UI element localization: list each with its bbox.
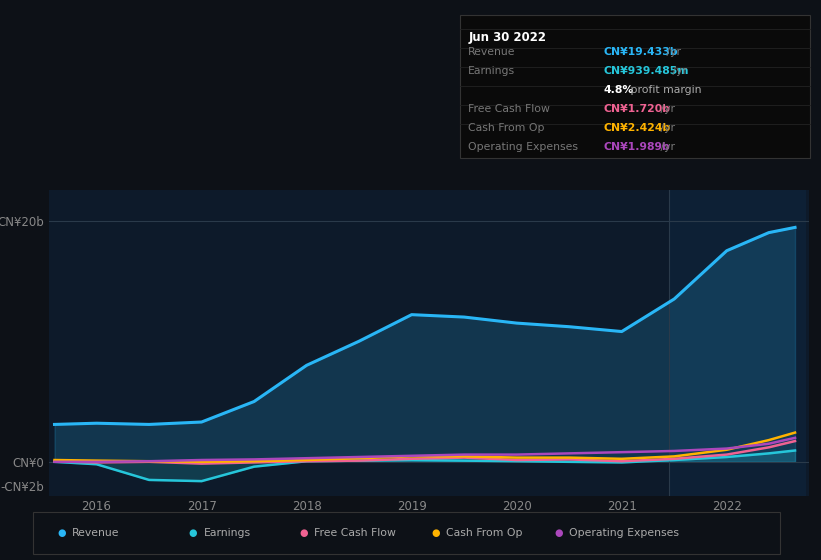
Text: ●: ● (300, 528, 308, 538)
Text: Revenue: Revenue (72, 528, 120, 538)
Text: CN¥939.485m: CN¥939.485m (603, 66, 689, 76)
Text: /yr: /yr (657, 104, 675, 114)
Text: CN¥2.424b: CN¥2.424b (603, 123, 671, 133)
Text: ●: ● (57, 528, 66, 538)
Text: ●: ● (554, 528, 562, 538)
Text: /yr: /yr (657, 142, 675, 152)
Text: Operating Expenses: Operating Expenses (468, 142, 578, 152)
Text: 4.8%: 4.8% (603, 85, 634, 95)
Text: profit margin: profit margin (627, 85, 702, 95)
Text: ●: ● (431, 528, 439, 538)
Bar (669, 190, 805, 496)
Text: Earnings: Earnings (204, 528, 250, 538)
Text: Free Cash Flow: Free Cash Flow (314, 528, 397, 538)
Text: /yr: /yr (663, 47, 681, 57)
Text: CN¥19.433b: CN¥19.433b (603, 47, 678, 57)
Text: CN¥1.720b: CN¥1.720b (603, 104, 671, 114)
Text: Cash From Op: Cash From Op (468, 123, 544, 133)
Text: Free Cash Flow: Free Cash Flow (468, 104, 550, 114)
Text: Revenue: Revenue (468, 47, 516, 57)
Text: Jun 30 2022: Jun 30 2022 (468, 31, 546, 44)
Text: /yr: /yr (657, 123, 675, 133)
Text: CN¥1.989b: CN¥1.989b (603, 142, 671, 152)
Text: ●: ● (189, 528, 197, 538)
Text: Earnings: Earnings (468, 66, 516, 76)
Text: /yr: /yr (668, 66, 686, 76)
Text: Cash From Op: Cash From Op (446, 528, 522, 538)
Text: Operating Expenses: Operating Expenses (569, 528, 679, 538)
